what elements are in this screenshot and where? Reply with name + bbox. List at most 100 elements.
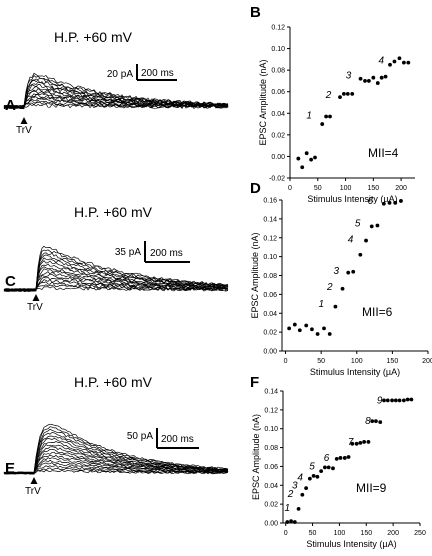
stimulus-label: TrV (25, 486, 41, 497)
data-point (331, 466, 335, 471)
data-point (323, 465, 327, 470)
stimulus-label: TrV (16, 125, 32, 136)
data-point (292, 520, 297, 524)
current-trace (3, 84, 229, 110)
data-point (327, 332, 332, 336)
trace-group (3, 72, 229, 110)
current-trace (3, 273, 229, 292)
data-point (341, 91, 346, 96)
step-label: 6 (324, 453, 330, 464)
y-tick-label: 0.14 (264, 389, 278, 396)
data-point (371, 75, 376, 80)
panel-letter-c: C (5, 273, 16, 290)
scale-time-label: 200 ms (150, 248, 183, 259)
y-tick-label: 0.02 (263, 330, 277, 337)
y-tick-label: -0.02 (269, 176, 285, 183)
y-tick-label: 0.00 (271, 154, 285, 161)
data-point (315, 474, 320, 479)
x-tick-label: 0 (284, 358, 288, 365)
current-trace (3, 271, 229, 292)
data-point (346, 455, 351, 459)
current-trace (4, 435, 229, 475)
data-point (370, 419, 375, 424)
scatter-chart-b: 0 50 100 150 200 -0.02 0.00 0.02 0.04 0.06 0.08 0.1… (258, 25, 415, 204)
data-point (342, 456, 347, 460)
data-point (397, 56, 402, 61)
step-label: 3 (292, 480, 298, 491)
data-point (409, 397, 414, 402)
y-axis-label: EPSC Amplitude (nA) (258, 59, 268, 145)
data-point (297, 328, 302, 333)
current-trace (3, 252, 229, 292)
data-point (346, 270, 351, 275)
data-point (304, 486, 309, 491)
step-label: 5 (355, 219, 361, 230)
data-point (338, 95, 342, 100)
data-point (307, 476, 312, 481)
step-label: 2 (326, 282, 333, 293)
y-tick-label: 0.00 (264, 521, 278, 528)
current-trace (3, 449, 229, 475)
y-tick-label: 0.04 (271, 111, 285, 118)
step-label: 3 (346, 71, 352, 82)
data-point (401, 398, 406, 403)
y-tick-label: 0.08 (263, 273, 277, 280)
data-point (351, 269, 356, 274)
holding-potential-label: H.P. +60 mV (74, 374, 153, 390)
data-point (405, 397, 410, 402)
data-point (315, 332, 320, 336)
data-point (350, 441, 355, 446)
x-tick-label: 100 (351, 358, 363, 365)
scale-amplitude-label: 20 pA (107, 69, 133, 80)
x-axis-label: Stimulus Intensity (µA) (307, 194, 397, 204)
stimulus-arrow-icon (30, 477, 38, 484)
data-point (399, 199, 403, 203)
data-point (304, 323, 309, 328)
x-tick-label: 100 (340, 185, 352, 192)
current-trace (3, 72, 229, 109)
data-point (333, 304, 338, 309)
current-trace (3, 257, 229, 292)
current-trace (3, 286, 229, 292)
y-tick-label: 0.10 (263, 254, 277, 261)
scale-amplitude-label: 35 pA (115, 247, 141, 258)
panel-letter-d: D (250, 180, 261, 197)
data-point (393, 398, 398, 403)
data-point (385, 398, 390, 403)
data-point (366, 440, 371, 444)
step-label: 1 (285, 503, 291, 514)
data-point (374, 419, 378, 424)
data-point (289, 519, 293, 524)
step-label: 9 (377, 395, 383, 406)
scale-time-label: 200 ms (161, 434, 194, 445)
current-trace (3, 249, 229, 292)
x-tick-label: 50 (317, 358, 325, 365)
step-label: 3 (333, 266, 339, 277)
y-axis-label: EPSC Amplitude (nA) (250, 232, 260, 318)
x-tick-label: 150 (367, 185, 379, 192)
y-tick-label: 0.02 (271, 132, 285, 139)
x-tick-label: 200 (395, 185, 407, 192)
step-label: 4 (348, 235, 354, 246)
scale-amplitude-label: 50 pA (127, 431, 153, 442)
data-point (406, 60, 411, 65)
step-label: 6 (368, 196, 374, 207)
mii-annotation: MII=4 (368, 146, 399, 160)
data-point (292, 322, 297, 327)
x-axis-label: Stimulus Intensity (µA) (306, 539, 396, 549)
data-point (296, 156, 301, 161)
holding-potential-label: H.P. +60 mV (54, 29, 133, 45)
panel-letter-b: B (250, 4, 261, 21)
data-point (364, 238, 368, 243)
current-trace (3, 462, 229, 475)
current-trace (3, 276, 228, 293)
step-label: 8 (365, 416, 371, 427)
y-tick-label: 0.06 (271, 89, 285, 96)
y-tick-label: 0.04 (263, 311, 277, 318)
data-point (320, 122, 325, 126)
data-point (310, 327, 314, 332)
data-point (382, 398, 386, 403)
y-tick-label: 0.12 (271, 25, 285, 32)
y-tick-label: 0.04 (264, 483, 278, 490)
